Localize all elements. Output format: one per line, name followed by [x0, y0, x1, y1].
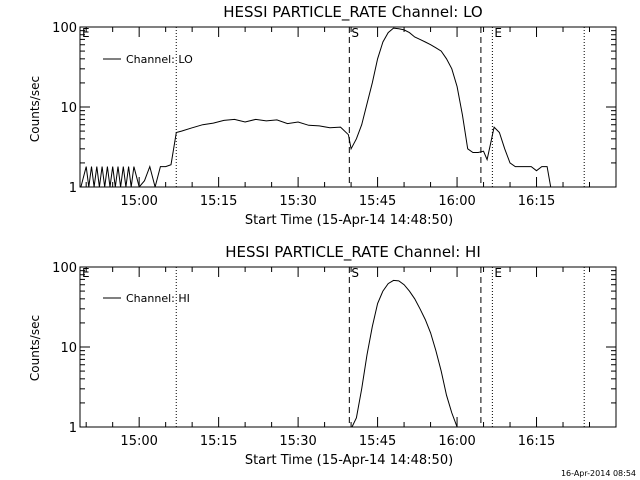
x-tick-label: 15:15: [200, 434, 237, 449]
x-tick-label: 16:00: [438, 434, 475, 449]
series-line: [80, 27, 563, 187]
event-marker-label: E: [82, 26, 90, 40]
y-tick-label: 10: [60, 101, 77, 116]
y-axis-label: Counts/sec: [28, 315, 42, 381]
x-axis-label: Start Time (15-Apr-14 14:48:50): [245, 453, 453, 468]
event-marker-label: S: [351, 26, 359, 40]
x-axis-label: Start Time (15-Apr-14 14:48:50): [245, 213, 453, 228]
x-tick-label: 15:45: [359, 434, 396, 449]
y-tick-label: 100: [52, 21, 77, 36]
y-tick-label: 1: [69, 421, 77, 436]
x-tick-label: 16:15: [518, 194, 555, 209]
x-tick-label: 16:15: [518, 434, 555, 449]
series-line: [351, 279, 458, 427]
plot-title: HESSI PARTICLE_RATE Channel: HI: [225, 243, 481, 262]
legend-label: Channel: LO: [126, 53, 193, 66]
event-marker-label: E: [494, 266, 502, 280]
plot-area-frame: [79, 266, 617, 428]
x-tick-label: 15:15: [200, 194, 237, 209]
y-tick-label: 10: [60, 341, 77, 356]
footer-timestamp: 16-Apr-2014 08:54: [561, 469, 636, 478]
y-axis-label: Counts/sec: [28, 76, 42, 142]
plot-title: HESSI PARTICLE_RATE Channel: LO: [223, 3, 482, 22]
x-tick-label: 15:00: [120, 434, 157, 449]
event-marker-label: E: [494, 26, 502, 40]
legend-label: Channel: HI: [126, 292, 190, 305]
plot-area-frame: [79, 26, 617, 188]
event-marker-label: E: [82, 266, 90, 280]
y-tick-label: 1: [69, 181, 77, 196]
plot-panel-lo: HESSI PARTICLE_RATE Channel: LO Counts/s…: [28, 3, 617, 228]
x-tick-label: 15:30: [279, 194, 316, 209]
plot-panel-hi: HESSI PARTICLE_RATE Channel: HI Counts/s…: [28, 243, 617, 468]
x-tick-label: 15:45: [359, 194, 396, 209]
event-marker-label: S: [351, 266, 359, 280]
x-tick-label: 15:00: [120, 194, 157, 209]
y-tick-label: 100: [52, 261, 77, 276]
x-tick-label: 16:00: [438, 194, 475, 209]
x-tick-label: 15:30: [279, 434, 316, 449]
